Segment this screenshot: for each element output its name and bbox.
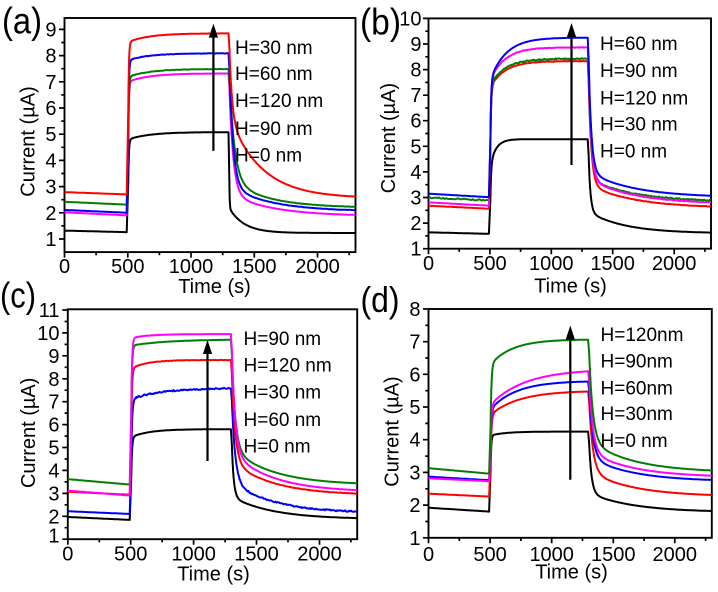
svg-text:H=30 nm: H=30 nm xyxy=(244,382,322,403)
svg-text:5: 5 xyxy=(410,136,421,158)
svg-text:H=0 nm: H=0 nm xyxy=(600,142,667,163)
svg-text:Time (s): Time (s) xyxy=(535,562,608,584)
svg-text:(b): (b) xyxy=(360,2,401,43)
svg-text:500: 500 xyxy=(473,544,506,566)
svg-text:Current (µA): Current (µA) xyxy=(382,376,404,486)
svg-text:11: 11 xyxy=(39,300,60,322)
svg-text:H=60 nm: H=60 nm xyxy=(244,410,322,431)
svg-text:1000: 1000 xyxy=(529,544,574,566)
svg-text:500: 500 xyxy=(473,253,506,275)
svg-text:1500: 1500 xyxy=(590,253,635,275)
svg-text:1: 1 xyxy=(410,239,421,261)
svg-text:2: 2 xyxy=(48,506,59,528)
svg-text:8: 8 xyxy=(45,46,56,68)
svg-text:7: 7 xyxy=(45,72,56,94)
svg-text:3: 3 xyxy=(409,462,420,484)
svg-text:1000: 1000 xyxy=(169,256,214,278)
svg-text:1500: 1500 xyxy=(591,544,636,566)
svg-text:2: 2 xyxy=(410,213,421,235)
svg-text:5: 5 xyxy=(409,397,420,419)
svg-text:(d): (d) xyxy=(361,279,400,320)
svg-text:1500: 1500 xyxy=(232,256,277,278)
svg-text:H=30nm: H=30nm xyxy=(601,404,673,425)
svg-text:1: 1 xyxy=(409,528,420,550)
svg-text:2000: 2000 xyxy=(653,544,698,566)
svg-text:Time (s): Time (s) xyxy=(178,276,251,298)
svg-text:6: 6 xyxy=(410,111,421,133)
svg-text:H=0 nm: H=0 nm xyxy=(235,146,302,167)
svg-text:3: 3 xyxy=(410,188,421,210)
svg-text:4: 4 xyxy=(48,460,59,482)
svg-text:6: 6 xyxy=(45,98,56,120)
svg-text:H=30 nm: H=30 nm xyxy=(235,38,313,59)
svg-text:H=30 nm: H=30 nm xyxy=(600,115,678,136)
svg-text:6: 6 xyxy=(409,364,420,386)
svg-text:500: 500 xyxy=(114,544,147,566)
svg-text:H=60nm: H=60nm xyxy=(601,378,673,399)
svg-text:H=120 nm: H=120 nm xyxy=(600,89,688,110)
svg-text:H=120nm: H=120nm xyxy=(601,325,684,346)
svg-text:5: 5 xyxy=(48,438,59,460)
svg-text:1000: 1000 xyxy=(529,253,574,275)
svg-text:2000: 2000 xyxy=(652,253,697,275)
svg-text:1: 1 xyxy=(48,526,59,548)
svg-text:7: 7 xyxy=(410,85,421,107)
svg-text:H=120 nm: H=120 nm xyxy=(244,356,332,377)
svg-text:2000: 2000 xyxy=(295,256,340,278)
svg-text:H=0 nm: H=0 nm xyxy=(601,431,668,452)
svg-text:(c): (c) xyxy=(0,275,36,316)
svg-text:0: 0 xyxy=(59,256,70,278)
svg-text:0: 0 xyxy=(423,544,434,566)
svg-text:8: 8 xyxy=(410,60,421,82)
svg-text:0: 0 xyxy=(62,544,73,566)
svg-text:H=90nm: H=90nm xyxy=(601,352,673,373)
svg-text:3: 3 xyxy=(48,483,59,505)
svg-text:H=90 nm: H=90 nm xyxy=(244,329,322,350)
svg-text:1500: 1500 xyxy=(234,544,279,566)
svg-text:10: 10 xyxy=(37,323,59,345)
svg-text:9: 9 xyxy=(48,346,59,368)
svg-text:H=90 nm: H=90 nm xyxy=(235,119,313,140)
svg-text:8: 8 xyxy=(48,369,59,391)
svg-text:4: 4 xyxy=(409,430,420,452)
svg-text:4: 4 xyxy=(45,150,56,172)
svg-text:9: 9 xyxy=(410,34,421,56)
svg-text:8: 8 xyxy=(409,299,420,321)
svg-text:H=90 nm: H=90 nm xyxy=(600,61,678,82)
svg-text:H=60 nm: H=60 nm xyxy=(235,64,313,85)
svg-text:Current (µA): Current (µA) xyxy=(17,86,39,196)
svg-text:1: 1 xyxy=(45,229,56,251)
svg-text:2000: 2000 xyxy=(297,544,342,566)
svg-text:10: 10 xyxy=(399,8,421,30)
svg-text:7: 7 xyxy=(409,332,420,354)
svg-text:Current (µA): Current (µA) xyxy=(378,83,400,193)
svg-text:3: 3 xyxy=(45,177,56,199)
svg-text:0: 0 xyxy=(423,253,434,275)
svg-text:9: 9 xyxy=(45,19,56,41)
svg-text:4: 4 xyxy=(410,162,421,184)
svg-text:H=0 nm: H=0 nm xyxy=(244,436,311,457)
svg-text:2: 2 xyxy=(45,203,56,225)
svg-text:Time (s): Time (s) xyxy=(177,564,250,586)
svg-text:1000: 1000 xyxy=(171,544,216,566)
svg-text:H=120 nm: H=120 nm xyxy=(235,91,323,112)
svg-text:H=60 nm: H=60 nm xyxy=(600,34,678,55)
svg-text:7: 7 xyxy=(48,392,59,414)
svg-text:Time (s): Time (s) xyxy=(534,276,607,298)
svg-text:5: 5 xyxy=(45,124,56,146)
svg-text:6: 6 xyxy=(48,415,59,437)
svg-text:500: 500 xyxy=(111,256,144,278)
svg-text:2: 2 xyxy=(409,495,420,517)
svg-text:Current (µA): Current (µA) xyxy=(18,378,40,488)
svg-text:(a): (a) xyxy=(2,1,42,42)
